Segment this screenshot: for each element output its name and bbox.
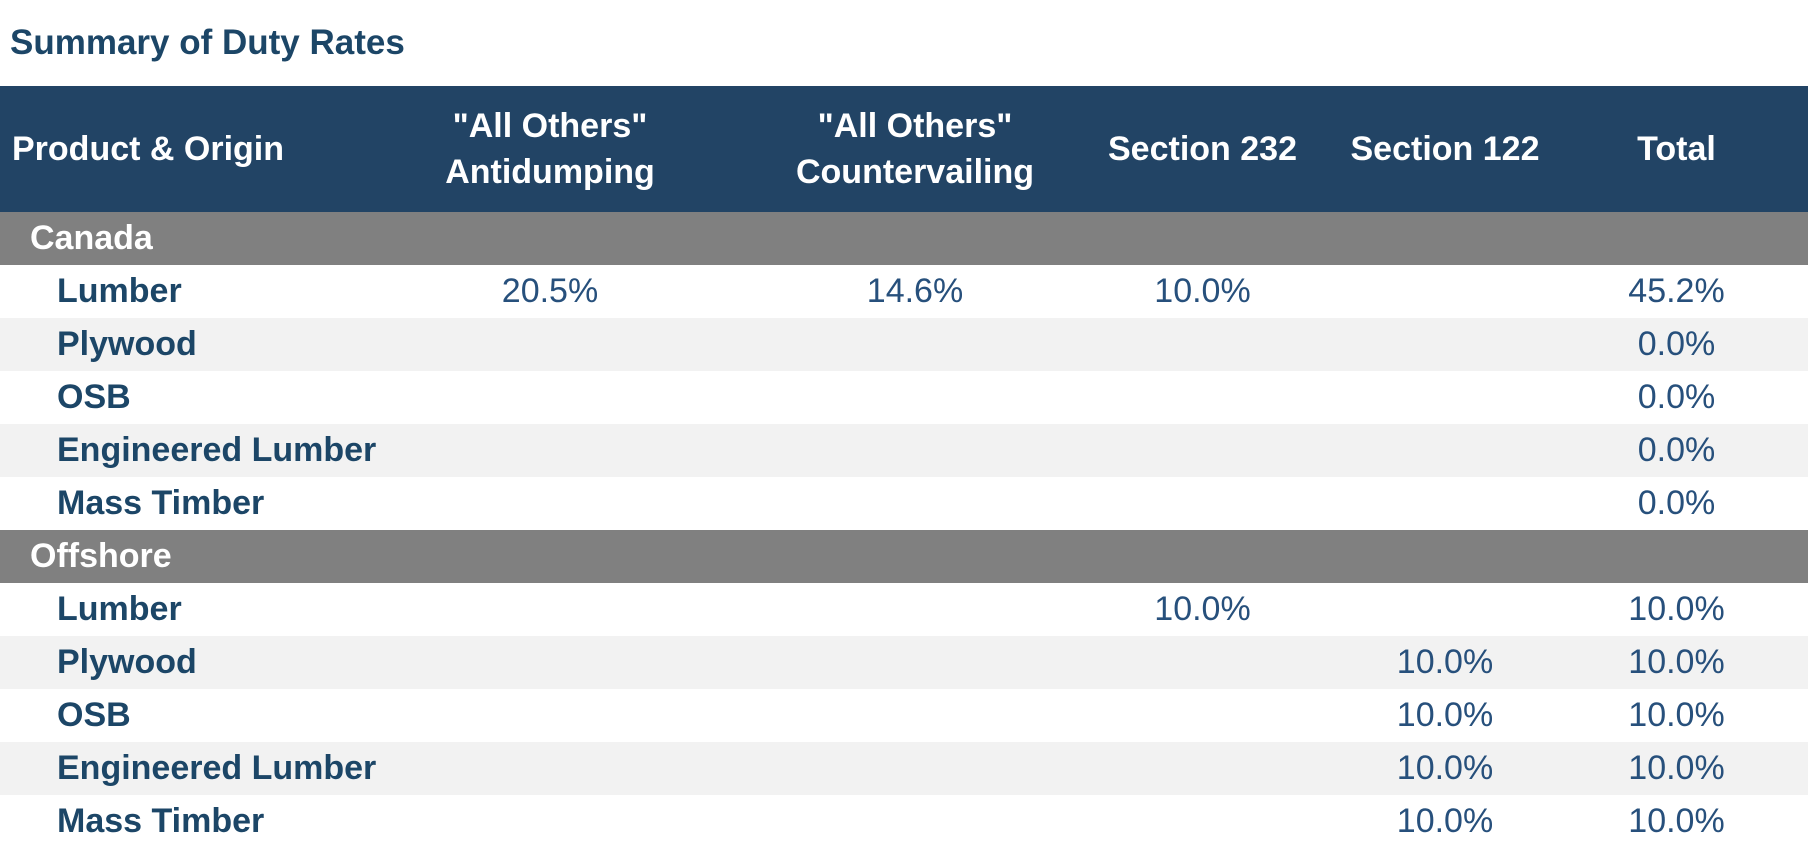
product-cell: Engineered Lumber bbox=[57, 431, 377, 469]
section-122-cell bbox=[1345, 477, 1545, 530]
table-row: OSB 10.0% 10.0% bbox=[0, 689, 1808, 742]
countervailing-cell bbox=[770, 583, 1060, 636]
column-header-total: Total bbox=[1545, 86, 1808, 212]
table-row: Plywood 0.0% bbox=[0, 318, 1808, 371]
column-header-section-122: Section 122 bbox=[1345, 86, 1545, 212]
product-cell: Engineered Lumber bbox=[57, 749, 377, 787]
antidumping-cell bbox=[330, 689, 770, 742]
total-cell: 45.2% bbox=[1628, 272, 1725, 310]
column-header-line2: Countervailing bbox=[795, 153, 1035, 191]
countervailing-cell bbox=[770, 636, 1060, 689]
antidumping-cell bbox=[330, 424, 770, 477]
table-header: Product & Origin "All Others" Antidumpin… bbox=[0, 86, 1808, 212]
section-122-cell: 10.0% bbox=[1396, 802, 1494, 840]
group-label: Canada bbox=[0, 212, 1808, 265]
table-row: Plywood 10.0% 10.0% bbox=[0, 636, 1808, 689]
product-cell: Lumber bbox=[57, 272, 182, 310]
table-row: Engineered Lumber 10.0% 10.0% bbox=[0, 742, 1808, 795]
table-row: Mass Timber 0.0% bbox=[0, 477, 1808, 530]
antidumping-cell bbox=[330, 371, 770, 424]
countervailing-cell bbox=[770, 318, 1060, 371]
column-header-label: Section 122 bbox=[1350, 129, 1540, 168]
antidumping-cell bbox=[330, 477, 770, 530]
section-122-cell: 10.0% bbox=[1396, 749, 1494, 787]
section-122-cell bbox=[1345, 371, 1545, 424]
countervailing-cell bbox=[770, 424, 1060, 477]
total-cell: 10.0% bbox=[1628, 590, 1725, 628]
countervailing-cell bbox=[770, 795, 1060, 848]
product-cell: Lumber bbox=[57, 590, 182, 628]
column-header-label: Section 232 bbox=[1108, 129, 1297, 168]
antidumping-cell bbox=[330, 583, 770, 636]
countervailing-cell: 14.6% bbox=[866, 272, 964, 310]
section-232-cell: 10.0% bbox=[1154, 272, 1251, 310]
product-cell: Plywood bbox=[57, 643, 197, 681]
product-cell: OSB bbox=[57, 696, 131, 734]
table-body: Canada Lumber 20.5% 14.6% 10.0% 45.2% Pl… bbox=[0, 212, 1808, 848]
antidumping-cell bbox=[330, 742, 770, 795]
product-cell: OSB bbox=[57, 378, 131, 416]
section-232-cell: 10.0% bbox=[1154, 590, 1251, 628]
product-cell: Mass Timber bbox=[57, 484, 265, 522]
column-header-label: Total bbox=[1637, 129, 1716, 168]
duty-rates-table: Product & Origin "All Others" Antidumpin… bbox=[0, 86, 1808, 848]
section-122-cell: 10.0% bbox=[1396, 643, 1494, 681]
total-cell: 0.0% bbox=[1637, 325, 1716, 363]
group-label: Offshore bbox=[0, 530, 1808, 583]
title-bar: Summary of Duty Rates bbox=[0, 0, 1815, 86]
countervailing-cell bbox=[770, 371, 1060, 424]
section-232-cell bbox=[1060, 689, 1345, 742]
antidumping-cell bbox=[330, 795, 770, 848]
column-header-line1: "All Others" bbox=[817, 106, 1013, 145]
antidumping-cell bbox=[330, 636, 770, 689]
total-cell: 10.0% bbox=[1628, 643, 1725, 681]
section-122-cell bbox=[1345, 583, 1545, 636]
section-232-cell bbox=[1060, 742, 1345, 795]
section-232-cell bbox=[1060, 636, 1345, 689]
column-header-product-origin: Product & Origin bbox=[0, 86, 330, 212]
section-232-cell bbox=[1060, 424, 1345, 477]
section-122-cell bbox=[1345, 318, 1545, 371]
table-row: Lumber 20.5% 14.6% 10.0% 45.2% bbox=[0, 265, 1808, 318]
section-232-cell bbox=[1060, 371, 1345, 424]
group-row-canada: Canada bbox=[0, 212, 1808, 265]
countervailing-cell bbox=[770, 477, 1060, 530]
group-row-offshore: Offshore bbox=[0, 530, 1808, 583]
page-title: Summary of Duty Rates bbox=[10, 23, 405, 62]
section-232-cell bbox=[1060, 318, 1345, 371]
total-cell: 10.0% bbox=[1628, 802, 1725, 840]
table-row: Engineered Lumber 0.0% bbox=[0, 424, 1808, 477]
column-header-line1: "All Others" bbox=[452, 106, 648, 145]
section-232-cell bbox=[1060, 795, 1345, 848]
section-122-cell bbox=[1345, 265, 1545, 318]
countervailing-cell bbox=[770, 689, 1060, 742]
countervailing-cell bbox=[770, 742, 1060, 795]
column-header-line2: Antidumping bbox=[445, 153, 655, 191]
section-122-cell: 10.0% bbox=[1396, 696, 1494, 734]
header-row: Product & Origin "All Others" Antidumpin… bbox=[0, 86, 1808, 212]
product-cell: Mass Timber bbox=[57, 802, 265, 840]
section-122-cell bbox=[1345, 424, 1545, 477]
table-row: OSB 0.0% bbox=[0, 371, 1808, 424]
column-header-antidumping: "All Others" Antidumping bbox=[330, 86, 770, 212]
table-row: Mass Timber 10.0% 10.0% bbox=[0, 795, 1808, 848]
total-cell: 10.0% bbox=[1628, 696, 1725, 734]
antidumping-cell bbox=[330, 318, 770, 371]
product-cell: Plywood bbox=[57, 325, 197, 363]
total-cell: 0.0% bbox=[1637, 431, 1716, 469]
total-cell: 10.0% bbox=[1628, 749, 1725, 787]
antidumping-cell: 20.5% bbox=[501, 272, 599, 310]
total-cell: 0.0% bbox=[1637, 484, 1716, 522]
section-232-cell bbox=[1060, 477, 1345, 530]
table-row: Lumber 10.0% 10.0% bbox=[0, 583, 1808, 636]
column-header-label: Product & Origin bbox=[12, 129, 284, 168]
column-header-section-232: Section 232 bbox=[1060, 86, 1345, 212]
column-header-countervailing: "All Others" Countervailing bbox=[770, 86, 1060, 212]
total-cell: 0.0% bbox=[1637, 378, 1716, 416]
